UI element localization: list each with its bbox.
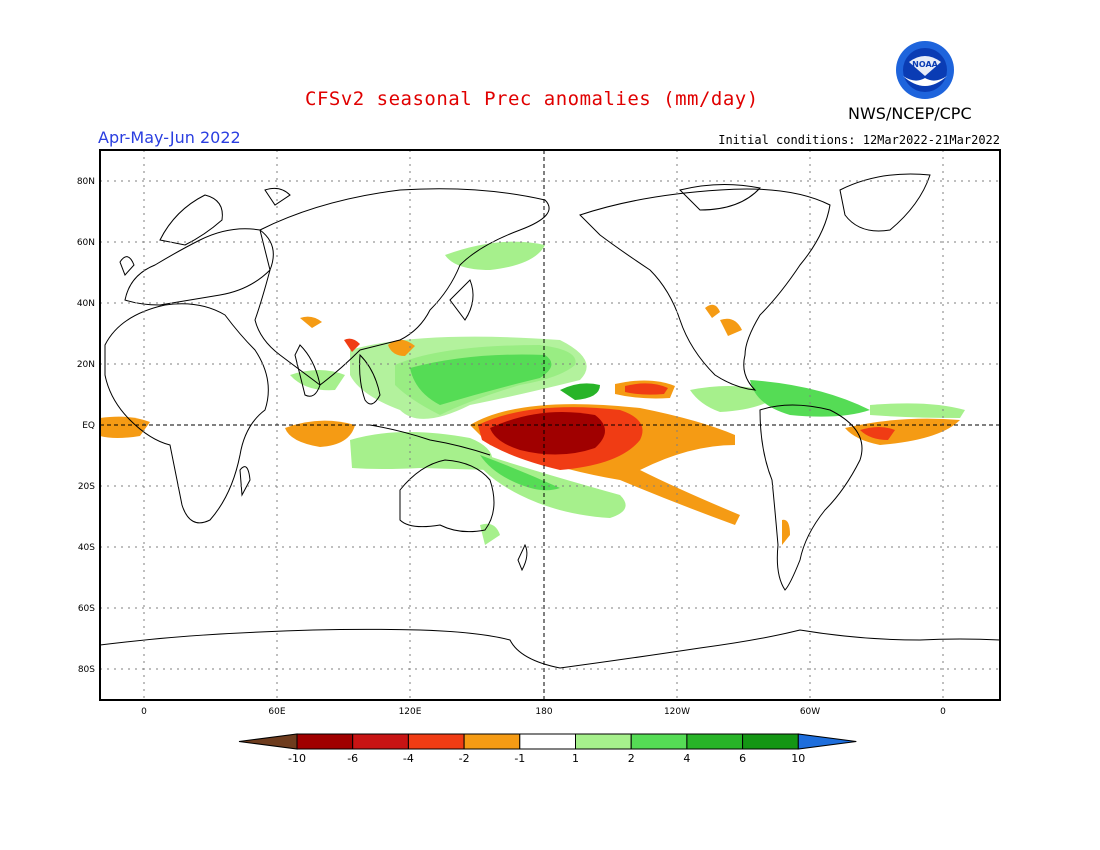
arctic-islands-coast [679,183,761,211]
anomaly-red-pacific-small [625,383,668,395]
colorbar-box [519,733,576,750]
lat-tick-label: 60N [77,238,95,248]
north-america-coast [579,188,831,391]
anomaly-layer [100,241,965,545]
colorbar-label: 6 [739,752,746,765]
colorbar-label: -10 [288,752,306,765]
anomaly-green-north-pacific [445,241,545,270]
anomaly-darkred-pacific [490,411,605,455]
indonesia-coast [369,424,491,456]
lon-tick-label: 120W [664,707,690,717]
colorbar-label: -6 [347,752,358,765]
anomaly-orange-gulf [720,318,742,336]
anomaly-orange-china [388,339,415,356]
colorbar-label: -2 [459,752,470,765]
lat-tick-label: 40S [78,543,95,553]
india-coast [294,344,321,397]
colorbar-box [686,733,744,750]
lon-tick-label: 0 [141,707,147,717]
australia-coast [399,459,495,533]
lat-tick-label: EQ [82,421,95,431]
colorbar: -10 -6 -4 -2 -1 1 2 4 6 10 [238,733,857,765]
colorbar-arrow-high [797,733,857,750]
agency-label: NWS/NCEP/CPC [848,104,972,123]
south-america-coast [759,404,863,591]
colorbar-box [352,733,409,750]
colorbar-box [575,733,632,750]
colorbar-box [407,733,465,750]
asia-coast [254,188,550,386]
colorbar-box [630,733,688,750]
anomaly-green-eq-india [290,370,345,391]
map-frame [99,149,1001,701]
scandinavia-coast [159,194,223,246]
lon-tick-label: 60E [268,707,285,717]
colorbar-label: 2 [628,752,635,765]
lat-tick-label: 20N [77,360,95,370]
colorbar-box [296,733,354,750]
lat-tick-label: 80N [77,177,95,187]
japan-coast [449,279,474,321]
colorbar-box [463,733,521,750]
anomaly-darkgreen-spcz [480,455,560,491]
europe-coast [124,228,274,306]
noaa-logo: NOAA [896,41,954,99]
colorbar-arrow-low [238,733,298,750]
se-asia-coast [359,353,381,405]
lon-tick-label: 0 [940,707,946,717]
anomaly-green-ne-pacific [560,383,600,400]
antarctica-coast [99,628,1001,669]
anomaly-orange-mexico [705,304,720,318]
anomaly-orange-argentina [782,519,790,545]
africa-coast [104,303,269,524]
lon-tick-label: 120E [399,707,422,717]
lat-axis: 80N 60N 40N 20N EQ 20S 40S 60S 80S [77,177,95,675]
new-zealand-coast [517,543,528,572]
colorbar-label: 1 [572,752,579,765]
anomaly-orange-arabia [300,316,322,328]
coastlines [99,173,1001,669]
anomaly-green-indonesia [350,431,493,470]
anomaly-red-india [344,338,360,352]
colorbar-label: 10 [791,752,805,765]
lat-tick-label: 80S [78,665,95,675]
colorbar-label: -1 [514,752,525,765]
lat-tick-label: 20S [78,482,95,492]
colorbar-label: -4 [403,752,414,765]
anomaly-green-wpac-core [410,354,552,405]
lat-tick-label: 40N [77,299,95,309]
season-label: Apr-May-Jun 2022 [98,128,241,147]
svalbard-coast [264,187,291,206]
colorbar-label: 4 [683,752,690,765]
anomaly-red-brazil [860,427,895,440]
lat-tick-label: 60S [78,604,95,614]
madagascar-coast [239,466,251,497]
lon-tick-label: 60W [800,707,820,717]
anomaly-green-atlantic [750,380,870,417]
greenland-coast [839,173,931,232]
map-area [99,149,1001,701]
uk-coast [119,256,135,276]
colorbar-box [742,733,799,750]
anomaly-orange-africa-west [100,416,150,438]
noaa-logo-text: NOAA [912,60,938,69]
anomaly-green-atlantic-east [870,403,965,418]
lon-tick-label: 180 [535,707,552,717]
map-title: CFSv2 seasonal Prec anomalies (mm/day) [305,88,759,110]
lon-axis: 0 60E 120E 180 120W 60W 0 [141,707,946,717]
anomaly-green-se-australia [480,523,500,545]
initial-conditions-label: Initial conditions: 12Mar2022-21Mar2022 [718,133,1000,147]
anomaly-orange-indian [285,420,355,447]
